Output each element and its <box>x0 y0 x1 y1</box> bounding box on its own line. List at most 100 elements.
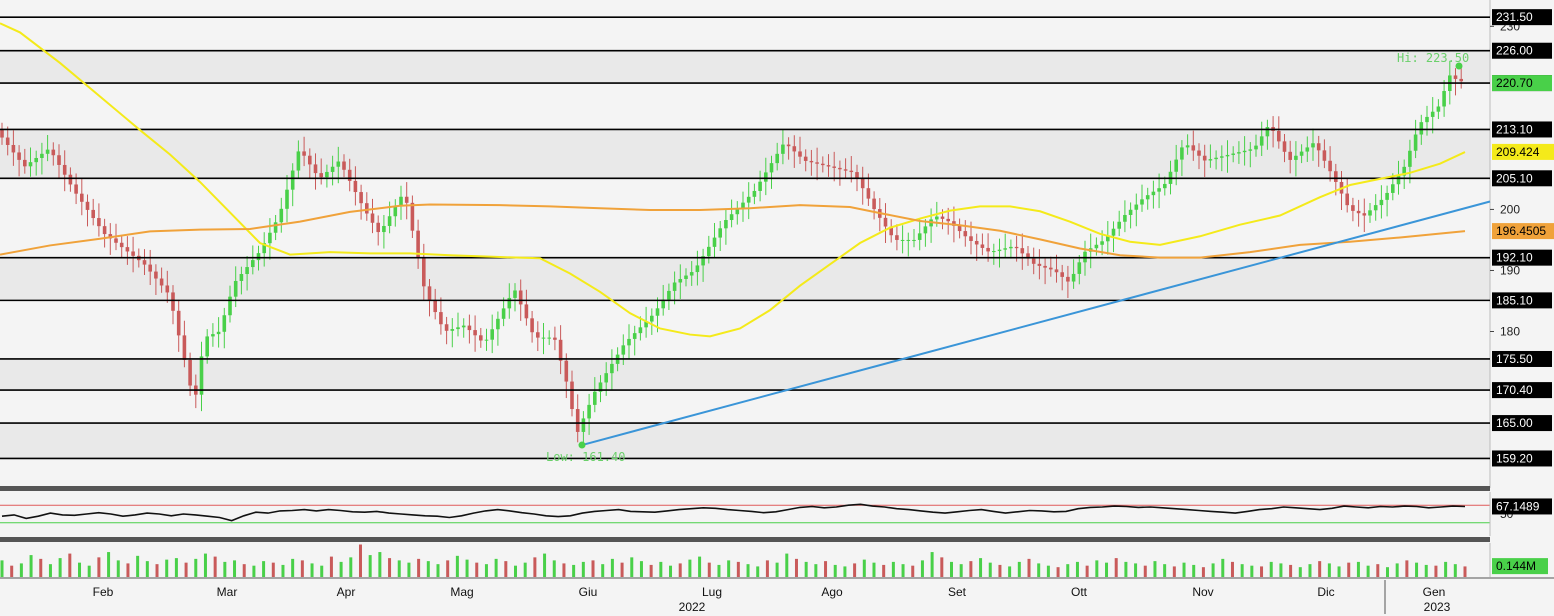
candle-body <box>387 216 392 226</box>
volume-bar <box>814 564 818 577</box>
candle-body <box>97 218 101 227</box>
candle-body <box>228 296 232 316</box>
ma-tag <box>1492 223 1554 240</box>
volume-bar <box>862 559 866 577</box>
volume-bar <box>455 555 459 577</box>
volume-bar <box>1134 563 1138 577</box>
volume-bar <box>1424 564 1428 577</box>
candle-body <box>1277 130 1281 142</box>
candle-body <box>957 225 962 232</box>
candle-body <box>1157 188 1161 192</box>
volume-bar <box>581 561 585 577</box>
price-band <box>0 257 1490 301</box>
candle-body <box>410 202 415 231</box>
candle-body <box>17 152 21 160</box>
candle-body <box>712 237 717 247</box>
candle-body <box>1425 116 1429 123</box>
volume-bar <box>872 562 876 577</box>
candle-body <box>1106 235 1110 242</box>
candle-body <box>1413 134 1418 151</box>
volume-bar <box>1405 560 1409 577</box>
level-label: 185.10 <box>1496 293 1533 307</box>
volume-bar <box>407 562 411 577</box>
candle-body <box>80 193 84 202</box>
candle-body <box>598 382 603 392</box>
candle-body <box>57 155 61 165</box>
candle-body <box>1328 160 1332 172</box>
level-tag <box>1492 170 1552 187</box>
volume-bar <box>940 557 944 577</box>
volume-bar <box>436 564 440 577</box>
candle-body <box>1299 151 1304 156</box>
candle-body <box>473 330 477 336</box>
volume-bar <box>310 563 314 577</box>
candle-body <box>382 225 386 233</box>
volume-bar <box>78 562 82 577</box>
candle-body <box>541 337 546 339</box>
candle-body <box>1128 209 1133 215</box>
candle-body <box>444 324 449 331</box>
candle-body <box>1430 111 1435 117</box>
volume-bar <box>1434 565 1438 577</box>
candle-body <box>1100 241 1104 245</box>
volume-bar <box>1463 566 1467 577</box>
volume-bar <box>969 561 973 577</box>
candle-body <box>74 184 78 194</box>
candle-body <box>672 282 677 291</box>
volume-bar <box>533 557 537 577</box>
candle-body <box>222 315 227 332</box>
candle-body <box>1066 276 1070 282</box>
candle-body <box>1305 147 1310 152</box>
volume-bar <box>1289 564 1293 577</box>
volume-bar <box>979 558 983 577</box>
volume-bar <box>698 556 702 577</box>
volume-bar <box>126 563 130 577</box>
candle-body <box>746 196 751 203</box>
volume-bar <box>746 564 750 577</box>
volume-bar <box>1027 558 1031 577</box>
year-label: 2022 <box>679 600 706 614</box>
candle-body <box>199 356 204 395</box>
level-label: 170.40 <box>1496 383 1533 397</box>
volume-bar <box>1124 561 1128 577</box>
candle-body <box>627 338 631 346</box>
candle-body <box>91 209 95 219</box>
rsi-panel: 5067.1489 <box>0 492 1552 542</box>
volume-bar <box>368 555 372 577</box>
volume-bar <box>252 565 256 577</box>
volume-bar <box>19 563 23 577</box>
price-axis-strip <box>1490 0 1554 488</box>
candle-body <box>1242 150 1247 153</box>
candle-body <box>51 149 56 156</box>
candle-body <box>923 226 928 234</box>
volume-bar <box>1347 562 1351 577</box>
volume-bar <box>988 562 992 577</box>
candle-body <box>1231 153 1235 155</box>
candle-body <box>490 329 494 340</box>
candle-body <box>946 218 950 222</box>
candle-body <box>821 163 825 166</box>
candle-body <box>1379 199 1384 206</box>
candle-body <box>0 130 4 138</box>
volume-bar <box>1143 565 1147 577</box>
candle-body <box>131 251 135 256</box>
candle-body <box>1459 78 1463 82</box>
candle-body <box>1180 147 1184 160</box>
volume-bar <box>1105 562 1109 577</box>
volume-bar <box>494 558 498 577</box>
volume-bar <box>1444 561 1448 577</box>
volume-bar <box>1385 567 1389 577</box>
candle-body <box>245 267 249 275</box>
candle-body <box>1145 195 1150 200</box>
volume-bar <box>58 558 62 577</box>
candle-body <box>524 304 529 319</box>
candle-body <box>1060 272 1064 277</box>
volume-bar <box>1376 564 1380 577</box>
volume-bar <box>543 553 547 577</box>
candle-body <box>518 290 523 305</box>
candle-body <box>353 180 358 193</box>
candle-body <box>872 198 876 210</box>
candle-body <box>1117 221 1121 229</box>
candle-body <box>102 226 107 235</box>
volume-bar <box>727 560 731 577</box>
